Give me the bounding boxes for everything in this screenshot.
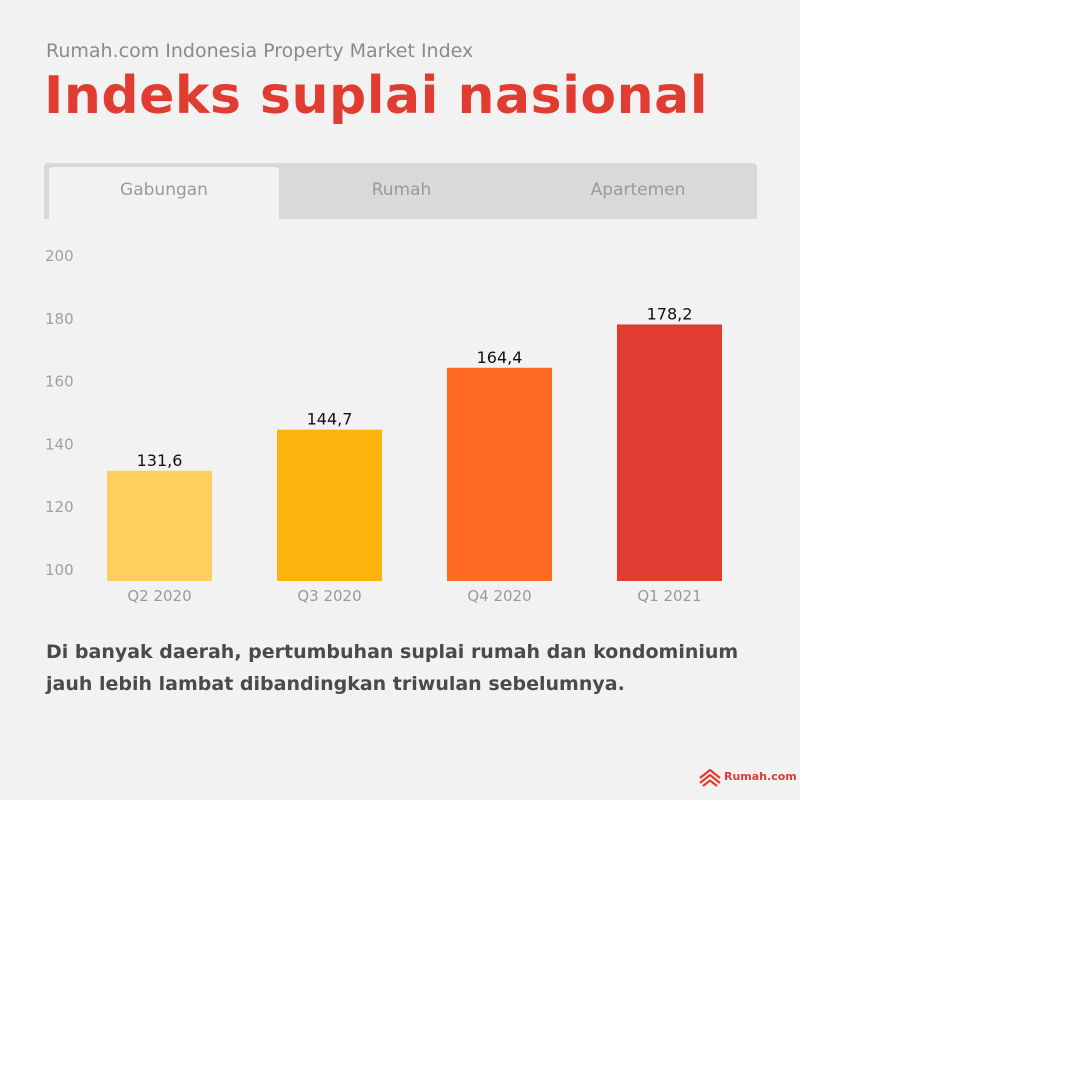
x-tick-label: Q3 2020 — [297, 587, 361, 605]
bar — [277, 429, 382, 581]
y-tick-label: 100 — [45, 561, 74, 579]
bar-value-label: 164,4 — [477, 348, 523, 367]
bar — [617, 324, 722, 581]
x-tick-label: Q1 2021 — [637, 587, 701, 605]
tab-bar: Gabungan Rumah Apartemen — [44, 163, 757, 219]
tab-rumah[interactable]: Rumah — [371, 180, 432, 200]
infographic-card: Rumah.com Indonesia Property Market Inde… — [0, 0, 800, 800]
bar — [107, 470, 212, 581]
page-subtitle: Rumah.com Indonesia Property Market Inde… — [46, 40, 474, 62]
bar — [447, 367, 552, 581]
brand-name: Rumah.com — [724, 770, 797, 783]
rumah-logo-icon — [699, 768, 721, 787]
tab-apartemen[interactable]: Apartemen — [590, 180, 686, 200]
brand-logo: Rumah.com — [698, 766, 797, 790]
y-tick-label: 120 — [45, 498, 74, 516]
bar-value-label: 178,2 — [647, 304, 693, 323]
chart-note: Di banyak daerah, pertumbuhan suplai rum… — [46, 641, 739, 695]
x-tick-label: Q2 2020 — [127, 587, 191, 605]
y-tick-label: 180 — [45, 310, 74, 328]
y-tick-label: 200 — [45, 247, 74, 265]
y-tick-label: 140 — [45, 435, 74, 453]
page-title: Indeks suplai nasional — [44, 66, 709, 126]
y-tick-label: 160 — [45, 373, 74, 391]
tab-gabungan[interactable]: Gabungan — [49, 167, 279, 219]
bar-value-label: 144,7 — [307, 410, 353, 429]
x-tick-label: Q4 2020 — [467, 587, 531, 605]
bar-value-label: 131,6 — [137, 451, 183, 470]
